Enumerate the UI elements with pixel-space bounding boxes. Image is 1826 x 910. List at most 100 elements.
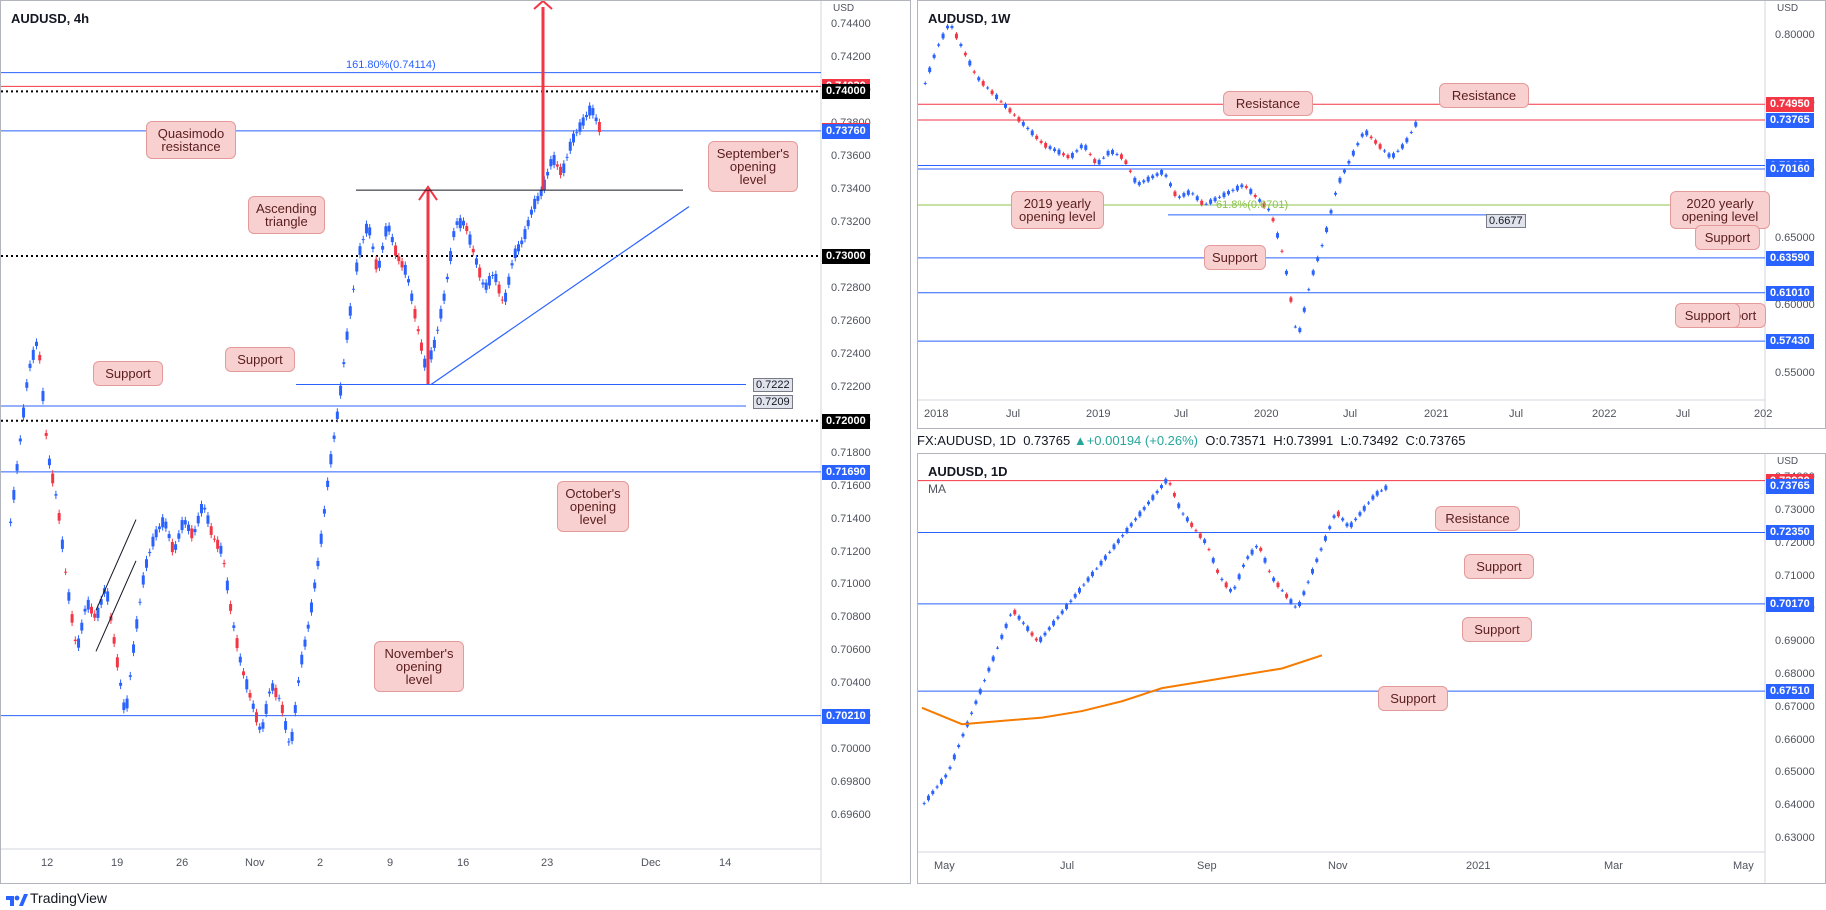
candle-body — [410, 293, 414, 301]
candle-body — [1169, 183, 1172, 187]
candle-body — [1307, 289, 1311, 291]
x-tick-label: Sep — [1197, 860, 1217, 872]
candle-body — [1017, 117, 1021, 122]
candle-body — [44, 433, 48, 436]
candle-body — [413, 309, 417, 319]
y-tick-label: 0.72400 — [831, 347, 871, 360]
candle-body — [449, 251, 453, 261]
y-tick-label: 0.63000 — [1775, 831, 1815, 844]
y-tick-label: 0.73400 — [831, 183, 871, 196]
candle-body — [1347, 161, 1351, 164]
candle-body — [1316, 257, 1320, 261]
candle-body — [1164, 478, 1168, 484]
y-tick-label: 0.65000 — [1775, 766, 1815, 779]
x-tick-label: Jul — [1343, 408, 1358, 420]
arrow-head-icon — [418, 185, 438, 201]
x-tick-label: Jul — [1174, 408, 1189, 420]
candle-body — [1378, 144, 1382, 149]
candle-body — [1338, 177, 1342, 183]
x-tick-label: May — [1733, 860, 1754, 872]
candle-body — [1405, 138, 1409, 143]
candle-body — [972, 71, 976, 73]
annotation-callout: Support — [1675, 303, 1740, 328]
candle-body — [957, 745, 961, 748]
candle-body — [1066, 155, 1070, 159]
candle-body — [41, 391, 45, 402]
annotation-callout: September's opening level — [708, 141, 798, 192]
candle-body — [1065, 604, 1069, 610]
candle-body — [1030, 130, 1034, 136]
candle-body — [190, 528, 194, 539]
annotation-callout: Resistance — [1435, 506, 1520, 531]
chart-panel-4h[interactable]: AUDUSD, 4h USD0.744000.742000.740000.738… — [0, 0, 911, 884]
candle-body — [491, 274, 495, 276]
x-tick-label: 14 — [719, 857, 732, 869]
candle-body — [1211, 558, 1215, 563]
candle-body — [1056, 616, 1060, 619]
candle-body — [196, 515, 200, 524]
candle-body — [1241, 564, 1245, 567]
candle-body — [306, 624, 310, 629]
candle-body — [1075, 150, 1079, 152]
candle-body — [1384, 485, 1388, 490]
candle-body — [974, 700, 978, 704]
candle-body — [394, 245, 398, 256]
candle-body — [1115, 154, 1119, 156]
annotation-callout: November's opening level — [374, 641, 464, 692]
chart-panel-1w[interactable]: AUDUSD, 1W USD0.800000.750000.700000.650… — [917, 0, 1826, 429]
candle-body — [1323, 536, 1327, 541]
candle-body — [497, 284, 501, 294]
x-tick-label: 19 — [111, 857, 124, 869]
candle-body — [439, 308, 443, 319]
y-tick-label: 0.80000 — [1775, 29, 1815, 42]
candle-body — [1194, 530, 1198, 532]
candle-body — [1060, 610, 1064, 614]
candle-body — [436, 329, 440, 331]
chart-panel-1d[interactable]: AUDUSD, 1D MA USD0.740000.730000.720000.… — [917, 453, 1826, 884]
candle-body — [465, 226, 469, 232]
candle-body — [513, 248, 517, 259]
chart-4h-svg[interactable] — [1, 1, 911, 884]
candle-body — [1267, 570, 1271, 572]
y-tick-label: 0.73600 — [831, 150, 871, 163]
ohlc-symbol: FX:AUDUSD, 1D — [917, 433, 1016, 448]
candle-body — [1077, 588, 1081, 593]
price-axis-tag: 0.67510 — [1766, 684, 1814, 700]
candle-body — [335, 411, 339, 419]
ohlc-low: L:0.73492 — [1340, 433, 1399, 448]
candle-body — [462, 220, 466, 226]
candle-body — [954, 33, 958, 39]
candle-body — [1285, 593, 1289, 598]
candle-body — [1332, 515, 1336, 518]
candle-body — [1052, 620, 1056, 626]
candle-body — [1396, 150, 1400, 152]
ohlc-high: H:0.73991 — [1273, 433, 1334, 448]
candle-body — [377, 260, 381, 268]
candle-body — [1244, 186, 1248, 188]
candle-body — [180, 520, 184, 531]
candle-body — [342, 362, 346, 365]
chart-1d-svg[interactable] — [918, 454, 1826, 884]
candle-body — [1231, 189, 1235, 191]
candle-body — [1414, 122, 1418, 127]
candle-body — [381, 245, 385, 250]
y-tick-label: 0.73000 — [1775, 504, 1815, 517]
moving-average-line — [921, 654, 1323, 726]
candle-body — [1302, 591, 1306, 595]
candle-body — [1198, 533, 1202, 538]
candle-body — [1400, 144, 1404, 149]
candle-body — [1259, 547, 1263, 551]
x-tick-label: Jul — [1509, 408, 1524, 420]
candle-body — [1030, 632, 1034, 636]
candle-body — [38, 354, 42, 361]
candle-body — [400, 261, 404, 268]
candle-body — [148, 551, 152, 554]
candle-body — [568, 141, 572, 151]
candle-body — [177, 533, 181, 539]
candle-body — [565, 156, 569, 158]
candle-body — [507, 276, 511, 285]
candle-body — [18, 438, 22, 442]
candle-body — [254, 712, 258, 723]
candle-body — [164, 521, 168, 529]
candle-body — [199, 503, 203, 514]
